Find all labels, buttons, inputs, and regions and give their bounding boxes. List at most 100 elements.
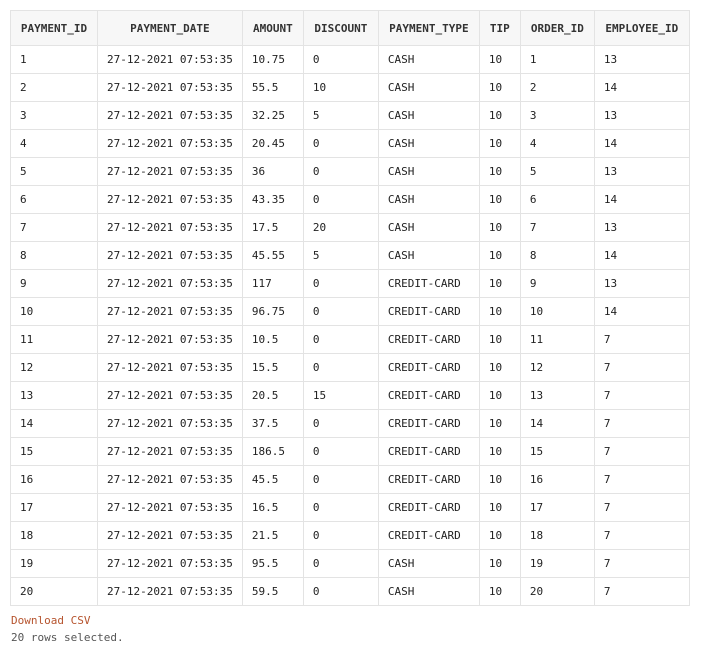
cell-order-id: 2 bbox=[519, 73, 595, 102]
cell-employee-id: 13 bbox=[593, 269, 690, 298]
table-row: 14 27-12-2021 07:53:35 37.5 0 CREDIT-CARD 10 1… bbox=[10, 409, 690, 438]
table-row: 19 27-12-2021 07:53:35 95.5 0 CASH 10 19 7 bbox=[10, 549, 690, 578]
cell-discount: 0 bbox=[302, 325, 379, 354]
cell-payment-id: 17 bbox=[10, 493, 98, 522]
cell-payment-id: 11 bbox=[10, 325, 98, 354]
cell-payment-id: 7 bbox=[10, 213, 98, 242]
cell-employee-id: 7 bbox=[593, 577, 690, 606]
cell-tip: 10 bbox=[478, 325, 521, 354]
cell-payment-date: 27-12-2021 07:53:35 bbox=[97, 549, 243, 578]
cell-discount: 5 bbox=[302, 101, 379, 130]
cell-amount: 45.5 bbox=[241, 465, 304, 494]
cell-payment-type: CASH bbox=[377, 157, 480, 186]
cell-amount: 36 bbox=[241, 157, 304, 186]
cell-amount: 16.5 bbox=[241, 493, 304, 522]
table-row: 4 27-12-2021 07:53:35 20.45 0 CASH 10 4 14 bbox=[10, 129, 690, 158]
cell-tip: 10 bbox=[478, 185, 521, 214]
cell-payment-date: 27-12-2021 07:53:35 bbox=[97, 157, 243, 186]
cell-tip: 10 bbox=[478, 549, 521, 578]
results-table: PAYMENT_ID PAYMENT_DATE AMOUNT DISCOUNT PAYM… bbox=[10, 10, 690, 606]
cell-discount: 0 bbox=[302, 45, 379, 74]
cell-payment-type: CREDIT-CARD bbox=[377, 297, 480, 326]
cell-order-id: 16 bbox=[519, 465, 595, 494]
cell-tip: 10 bbox=[478, 577, 521, 606]
cell-amount: 117 bbox=[241, 269, 304, 298]
cell-amount: 10.5 bbox=[241, 325, 304, 354]
table-row: 10 27-12-2021 07:53:35 96.75 0 CREDIT-CARD 10… bbox=[10, 297, 690, 326]
cell-discount: 0 bbox=[302, 297, 379, 326]
download-csv-link[interactable]: Download CSV bbox=[11, 614, 91, 627]
cell-payment-type: CREDIT-CARD bbox=[377, 521, 480, 550]
cell-order-id: 3 bbox=[519, 101, 595, 130]
cell-payment-type: CASH bbox=[377, 73, 480, 102]
cell-payment-type: CASH bbox=[377, 129, 480, 158]
cell-employee-id: 7 bbox=[593, 549, 690, 578]
cell-discount: 0 bbox=[302, 409, 379, 438]
cell-employee-id: 7 bbox=[593, 409, 690, 438]
cell-tip: 10 bbox=[478, 297, 521, 326]
column-header-payment-date: PAYMENT_DATE bbox=[97, 10, 243, 46]
column-header-payment-id: PAYMENT_ID bbox=[10, 10, 98, 46]
cell-discount: 20 bbox=[302, 213, 379, 242]
cell-order-id: 6 bbox=[519, 185, 595, 214]
cell-tip: 10 bbox=[478, 465, 521, 494]
cell-discount: 0 bbox=[302, 521, 379, 550]
cell-payment-date: 27-12-2021 07:53:35 bbox=[97, 101, 243, 130]
cell-employee-id: 14 bbox=[593, 185, 690, 214]
table-row: 8 27-12-2021 07:53:35 45.55 5 CASH 10 8 14 bbox=[10, 241, 690, 270]
cell-payment-id: 8 bbox=[10, 241, 98, 270]
cell-tip: 10 bbox=[478, 101, 521, 130]
cell-payment-date: 27-12-2021 07:53:35 bbox=[97, 493, 243, 522]
column-header-tip: TIP bbox=[478, 10, 521, 46]
cell-payment-date: 27-12-2021 07:53:35 bbox=[97, 437, 243, 466]
cell-payment-id: 4 bbox=[10, 129, 98, 158]
cell-discount: 0 bbox=[302, 549, 379, 578]
column-header-order-id: ORDER_ID bbox=[519, 10, 595, 46]
table-row: 17 27-12-2021 07:53:35 16.5 0 CREDIT-CARD 10 1… bbox=[10, 493, 690, 522]
cell-payment-type: CREDIT-CARD bbox=[377, 381, 480, 410]
results-panel: PAYMENT_ID PAYMENT_DATE AMOUNT DISCOUNT PAYM… bbox=[10, 10, 690, 606]
cell-payment-type: CASH bbox=[377, 45, 480, 74]
cell-payment-date: 27-12-2021 07:53:35 bbox=[97, 409, 243, 438]
cell-order-id: 17 bbox=[519, 493, 595, 522]
cell-order-id: 8 bbox=[519, 241, 595, 270]
table-row: 3 27-12-2021 07:53:35 32.25 5 CASH 10 3 13 bbox=[10, 101, 690, 130]
cell-order-id: 5 bbox=[519, 157, 595, 186]
cell-discount: 0 bbox=[302, 493, 379, 522]
table-row: 5 27-12-2021 07:53:35 36 0 CASH 10 5 13 bbox=[10, 157, 690, 186]
cell-tip: 10 bbox=[478, 45, 521, 74]
cell-employee-id: 13 bbox=[593, 213, 690, 242]
cell-payment-id: 6 bbox=[10, 185, 98, 214]
cell-amount: 37.5 bbox=[241, 409, 304, 438]
cell-tip: 10 bbox=[478, 493, 521, 522]
cell-discount: 0 bbox=[302, 465, 379, 494]
cell-payment-date: 27-12-2021 07:53:35 bbox=[97, 353, 243, 382]
table-row: 20 27-12-2021 07:53:35 59.5 0 CASH 10 20 7 bbox=[10, 577, 690, 606]
cell-payment-type: CASH bbox=[377, 241, 480, 270]
cell-payment-id: 19 bbox=[10, 549, 98, 578]
cell-amount: 95.5 bbox=[241, 549, 304, 578]
cell-payment-type: CREDIT-CARD bbox=[377, 493, 480, 522]
cell-payment-id: 10 bbox=[10, 297, 98, 326]
table-row: 13 27-12-2021 07:53:35 20.5 15 CREDIT-CARD 10… bbox=[10, 381, 690, 410]
cell-tip: 10 bbox=[478, 381, 521, 410]
cell-payment-type: CASH bbox=[377, 549, 480, 578]
cell-payment-date: 27-12-2021 07:53:35 bbox=[97, 521, 243, 550]
table-row: 11 27-12-2021 07:53:35 10.5 0 CREDIT-CARD 10 1… bbox=[10, 325, 690, 354]
cell-amount: 17.5 bbox=[241, 213, 304, 242]
cell-tip: 10 bbox=[478, 521, 521, 550]
cell-order-id: 13 bbox=[519, 381, 595, 410]
cell-order-id: 12 bbox=[519, 353, 595, 382]
cell-employee-id: 14 bbox=[593, 73, 690, 102]
cell-amount: 186.5 bbox=[241, 437, 304, 466]
cell-payment-date: 27-12-2021 07:53:35 bbox=[97, 465, 243, 494]
cell-employee-id: 7 bbox=[593, 437, 690, 466]
cell-order-id: 11 bbox=[519, 325, 595, 354]
cell-amount: 45.55 bbox=[241, 241, 304, 270]
cell-payment-date: 27-12-2021 07:53:35 bbox=[97, 241, 243, 270]
cell-order-id: 9 bbox=[519, 269, 595, 298]
cell-discount: 0 bbox=[302, 185, 379, 214]
cell-order-id: 14 bbox=[519, 409, 595, 438]
cell-order-id: 10 bbox=[519, 297, 595, 326]
cell-tip: 10 bbox=[478, 73, 521, 102]
